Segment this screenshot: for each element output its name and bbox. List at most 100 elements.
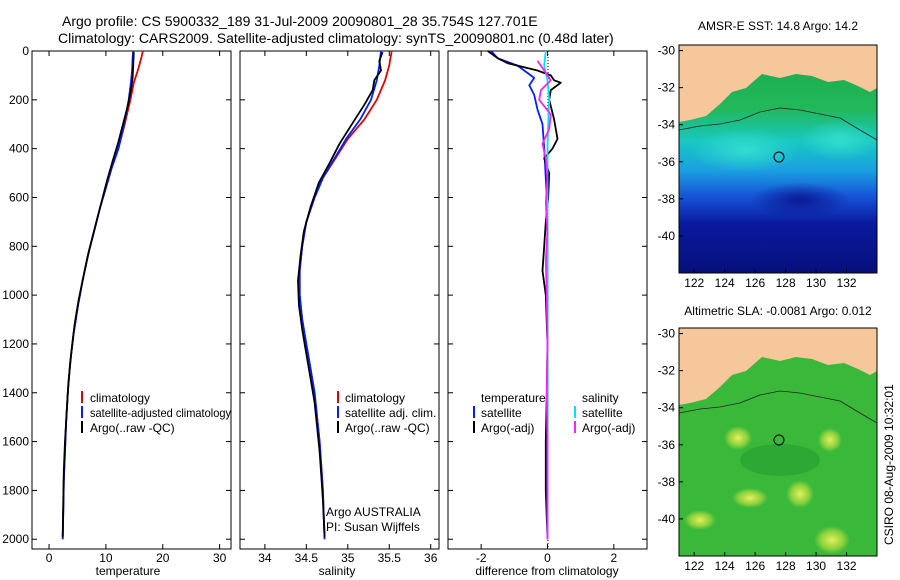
lat-tick-label: -38: [658, 475, 676, 489]
lat-tick-label: -40: [658, 512, 676, 526]
float-position-marker: [773, 151, 785, 163]
x-tick-label: 35.5: [378, 551, 402, 565]
lat-tick-label: -32: [658, 364, 676, 378]
sst-map-title: AMSR-E SST: 14.8 Argo: 14.2: [698, 19, 858, 33]
sla-high-patch: [724, 426, 752, 450]
legend-label-argo: Argo(..raw -QC): [90, 421, 175, 435]
x-tick-label: 0: [46, 551, 53, 565]
series-line-argo-raw-qc-: [61, 52, 135, 537]
legend-heading-temperature: temperature: [481, 391, 546, 405]
sla-map-title: Altimetric SLA: -0.0081 Argo: 0.012: [684, 304, 872, 318]
x-tick-label: 36: [424, 551, 438, 565]
lon-tick-label: 126: [745, 276, 765, 290]
depth-tick-label: 2000: [2, 532, 29, 546]
legend-label-climatology: climatology: [90, 391, 150, 405]
legend-label-sal-argo: Argo(-adj): [582, 421, 635, 435]
land-mass: [679, 45, 877, 122]
depth-tick-label: 0: [22, 44, 29, 58]
x-tick-label: 2: [610, 551, 617, 565]
lat-tick-label: -32: [658, 81, 676, 95]
profile-axes-0: 0 10 20 30 0 200 400 600 800 1000 1200 1400 1600 1800…: [2, 44, 231, 565]
salinity-axis-label: salinity: [319, 564, 356, 578]
depth-tick-label: 1200: [2, 337, 29, 351]
lat-tick-label: -40: [658, 229, 676, 243]
depth-tick-label: 800: [9, 239, 29, 253]
lon-tick-label: 122: [684, 276, 704, 290]
legend-label-climatology: climatology: [345, 391, 405, 405]
sla-high-patch: [814, 526, 850, 554]
sla-map-frame: [678, 327, 878, 557]
sla-high-patch: [818, 428, 842, 452]
figure-title-line2: Climatology: CARS2009. Satellite-adjuste…: [58, 30, 614, 46]
x-tick-label: 20: [156, 551, 170, 565]
sla-low-patch: [740, 444, 820, 476]
salinity-plot-area: [239, 50, 440, 550]
salinity-profile-panel: [239, 50, 440, 550]
profile-axes-2: -2 0 2: [448, 50, 647, 565]
salinity-legend: climatology satellite adj. clim. Argo(..…: [326, 391, 436, 534]
legend-label-sal-satellite: satellite: [582, 406, 623, 420]
temperature-profile-panel: [31, 50, 232, 550]
x-tick-label: -2: [476, 551, 487, 565]
profile-axes-1: 34 34.5 35 35.5 36: [240, 50, 439, 565]
x-tick-label: 30: [213, 551, 227, 565]
series-line-salinity-argo-adj-: [536, 60, 552, 540]
lat-tick-label: -30: [658, 327, 676, 341]
sla-high-patch: [732, 488, 768, 508]
x-tick-label: 34: [258, 551, 272, 565]
shelf-contour: [679, 390, 877, 424]
timestamp-side-label: CSIRO 08-Aug-2009 10:32:01: [882, 384, 896, 545]
lat-tick-label: -34: [658, 118, 676, 132]
depth-tick-label: 1600: [2, 435, 29, 449]
lon-tick-label: 130: [806, 276, 826, 290]
principal-investigator-label: PI: Susan Wijffels: [326, 520, 420, 534]
sla-high-patch: [786, 480, 814, 508]
argo-program-label: Argo AUSTRALIA: [326, 505, 421, 519]
legend-label-satellite-adjusted: satellite-adjusted climatology: [90, 406, 231, 420]
series-line-argo-raw-qc-: [297, 51, 384, 537]
sst-map-frame: [678, 44, 878, 274]
legend-label-satellite-adjusted: satellite adj. clim.: [345, 406, 436, 420]
difference-legend: temperature satellite Argo(-adj) salinit…: [473, 391, 635, 435]
difference-axis-label: difference from climatology: [475, 564, 618, 578]
temperature-plot-area: [31, 50, 232, 550]
depth-tick-label: 600: [9, 190, 29, 204]
legend-heading-salinity: salinity: [582, 391, 619, 405]
x-tick-label: 35: [341, 551, 355, 565]
shelf-contour: [679, 107, 877, 141]
legend-label-temp-satellite: satellite: [481, 406, 522, 420]
depth-tick-label: 1800: [2, 483, 29, 497]
depth-tick-label: 1400: [2, 386, 29, 400]
x-tick-label: 10: [99, 551, 113, 565]
sla-map-panel: Altimetric SLA: -0.0081 Argo: 0.012 122 1…: [658, 304, 878, 573]
temperature-axis-label: temperature: [96, 564, 161, 578]
lon-tick-label: 122: [684, 559, 704, 573]
x-tick-label: 0: [544, 551, 551, 565]
depth-tick-label: 200: [9, 93, 29, 107]
lon-tick-label: 132: [837, 276, 857, 290]
lon-tick-label: 128: [776, 559, 796, 573]
sst-map-panel: AMSR-E SST: 14.8 Argo: 14.2 122 124 126 128…: [658, 19, 878, 290]
figure-title-line1: Argo profile: CS 5900332_189 31-Jul-2009…: [62, 13, 538, 29]
lon-tick-label: 124: [715, 276, 735, 290]
lon-tick-label: 130: [806, 559, 826, 573]
lat-tick-label: -36: [658, 438, 676, 452]
depth-tick-label: 400: [9, 142, 29, 156]
float-position-marker: [773, 434, 785, 446]
lat-tick-label: -30: [658, 44, 676, 58]
lat-tick-label: -38: [658, 192, 676, 206]
sst-warm-patch: [690, 128, 800, 172]
legend-label-argo: Argo(..raw -QC): [345, 421, 430, 435]
sst-warm-patch: [800, 120, 877, 160]
lon-tick-label: 132: [837, 559, 857, 573]
sst-cold-patch: [750, 182, 850, 218]
lat-tick-label: -34: [658, 401, 676, 415]
legend-label-temp-argo: Argo(-adj): [481, 421, 534, 435]
depth-tick-label: 1000: [2, 288, 29, 302]
sla-high-patch: [684, 510, 716, 530]
x-tick-label: 34.5: [295, 551, 319, 565]
lat-tick-label: -36: [658, 155, 676, 169]
land-mass: [679, 328, 877, 405]
lon-tick-label: 124: [715, 559, 735, 573]
